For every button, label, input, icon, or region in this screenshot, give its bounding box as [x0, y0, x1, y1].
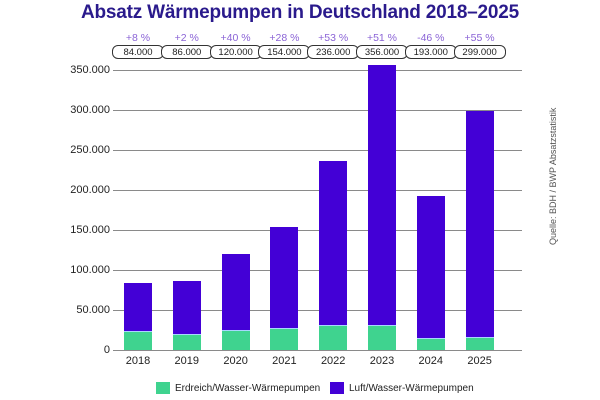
y-tick-label: 300.000 — [70, 104, 110, 116]
bar-segment-luft — [270, 226, 299, 329]
bar-segment-erdreich — [172, 333, 201, 350]
gridline — [113, 270, 522, 271]
y-tick-label: 250.000 — [70, 144, 110, 156]
total-badge: 193.000 — [404, 45, 457, 59]
x-tick-label: 2020 — [223, 355, 248, 367]
gridline — [113, 350, 522, 351]
bar-segment-luft — [465, 110, 494, 338]
total-badge: 236.000 — [307, 45, 360, 59]
growth-label: +2 % — [174, 32, 199, 44]
gridline — [113, 110, 522, 111]
bar-segment-erdreich — [124, 330, 152, 350]
total-badge: 84.000 — [112, 45, 164, 59]
legend-item-erdreich: Erdreich/Wasser-Wärmepumpen — [156, 381, 320, 395]
gridline — [113, 190, 522, 191]
legend-item-luft: Luft/Wasser-Wärmepumpen — [330, 381, 474, 395]
x-tick-label: 2021 — [272, 355, 297, 367]
bar-segment-luft — [124, 282, 152, 331]
x-tick-label: 2018 — [125, 355, 151, 367]
bar-segment-erdreich — [221, 330, 250, 350]
x-tick-label: 2024 — [418, 355, 444, 367]
growth-label: +40 % — [220, 32, 251, 44]
gridline — [113, 70, 522, 71]
chart-title: Absatz Wärmepumpen in Deutschland 2018–2… — [80, 2, 520, 23]
stacked-bar — [319, 161, 348, 350]
bar-segment-erdreich — [416, 337, 445, 350]
growth-label: -46 % — [417, 32, 445, 44]
bar-segment-erdreich — [319, 325, 348, 350]
stacked-bar — [172, 281, 201, 350]
bar-segment-erdreich — [368, 325, 396, 350]
bar-segment-erdreich — [270, 328, 299, 350]
total-badge: 299.000 — [453, 45, 506, 59]
y-tick-label: 200.000 — [70, 184, 110, 196]
y-tick-label: 0 — [103, 344, 110, 356]
total-badge: 86.000 — [160, 45, 213, 59]
total-badge: 120.000 — [209, 45, 262, 59]
legend: Erdreich/Wasser-Wärmepumpen Luft/Wasser-… — [0, 381, 600, 395]
stacked-bar — [465, 110, 494, 350]
total-badge: 356.000 — [356, 45, 408, 59]
growth-label: +8 % — [125, 32, 151, 44]
y-tick-label: 150.000 — [70, 224, 110, 236]
growth-label: +28 % — [269, 32, 300, 44]
legend-label-erdreich: Erdreich/Wasser-Wärmepumpen — [175, 382, 321, 394]
y-tick-label: 50.000 — [76, 304, 110, 316]
stacked-bar — [221, 254, 250, 350]
gridline — [113, 230, 522, 231]
gridline — [113, 310, 522, 311]
legend-swatch-luft — [330, 382, 344, 394]
growth-label: +55 % — [464, 32, 495, 44]
total-badge: 154.000 — [258, 45, 311, 59]
stacked-bar — [270, 226, 299, 350]
stacked-bar — [416, 195, 445, 350]
x-tick-label: 2023 — [369, 355, 395, 367]
stacked-bar — [124, 282, 152, 350]
bar-segment-luft — [319, 161, 348, 326]
gridline — [113, 150, 522, 151]
bar-segment-erdreich — [465, 337, 494, 350]
growth-label: +51 % — [366, 32, 398, 44]
x-tick-label: 2025 — [467, 355, 492, 367]
bar-segment-luft — [416, 195, 445, 338]
growth-label: +53 % — [318, 32, 349, 44]
legend-swatch-erdreich — [156, 382, 170, 394]
legend-label-luft: Luft/Wasser-Wärmepumpen — [349, 382, 474, 394]
x-tick-label: 2019 — [174, 355, 200, 367]
y-tick-label: 100.000 — [70, 264, 110, 276]
stacked-bar — [368, 65, 396, 350]
y-tick-label: 350.000 — [70, 64, 110, 76]
bar-segment-luft — [221, 254, 250, 330]
bar-segment-luft — [172, 281, 201, 334]
bar-segment-luft — [368, 65, 396, 326]
x-tick-label: 2022 — [320, 355, 346, 367]
source-note: Quelle: BDH / BWP Absatzstatistik — [548, 107, 558, 245]
